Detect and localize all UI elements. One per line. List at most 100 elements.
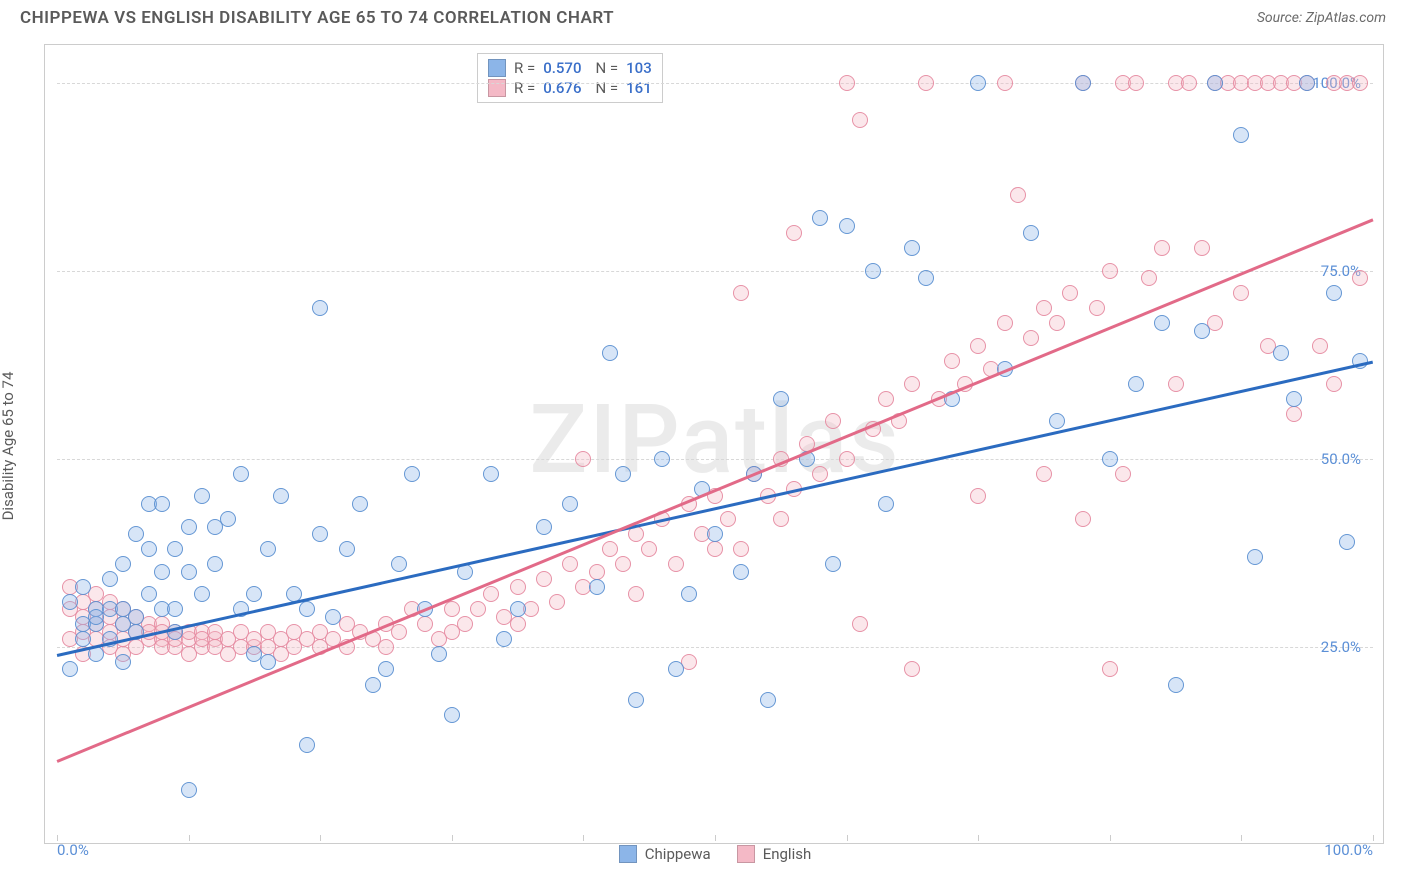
scatter-point [720, 511, 736, 527]
scatter-point [773, 511, 789, 527]
scatter-point [128, 609, 144, 625]
scatter-point [918, 75, 934, 91]
y-tick-label: 50.0% [1321, 450, 1361, 468]
scatter-point [325, 609, 341, 625]
legend-swatch-english [737, 845, 755, 863]
scatter-point [668, 661, 684, 677]
scatter-point [536, 571, 552, 587]
scatter-point [1049, 413, 1065, 429]
scatter-point [812, 210, 828, 226]
scatter-point [431, 646, 447, 662]
scatter-point [1168, 376, 1184, 392]
scatter-point [1286, 406, 1302, 422]
scatter-point [970, 488, 986, 504]
y-axis-label: Disability Age 65 to 74 [0, 372, 17, 521]
scatter-point [852, 616, 868, 632]
scatter-point [378, 661, 394, 677]
scatter-point [602, 345, 618, 361]
x-tick-label: 0.0% [57, 841, 89, 859]
scatter-point [825, 413, 841, 429]
chart-title: CHIPPEWA VS ENGLISH DISABILITY AGE 65 TO… [20, 8, 614, 28]
scatter-point [589, 579, 605, 595]
scatter-point [312, 300, 328, 316]
scatter-point [1023, 330, 1039, 346]
scatter-point [773, 391, 789, 407]
scatter-point [483, 586, 499, 602]
scatter-point [944, 353, 960, 369]
scatter-point [141, 541, 157, 557]
scatter-point [167, 601, 183, 617]
scatter-point [1075, 75, 1091, 91]
scatter-point [404, 466, 420, 482]
scatter-point [378, 639, 394, 655]
plot-area: ZIPatlas R = 0.570 N = 103 R = 0.676 N =… [57, 45, 1373, 835]
x-tick [1241, 835, 1242, 841]
legend-swatch-chippewa [488, 59, 506, 77]
x-tick [978, 835, 979, 841]
scatter-point [733, 541, 749, 557]
x-tick [189, 835, 190, 841]
scatter-point [1352, 75, 1368, 91]
scatter-point [75, 631, 91, 647]
scatter-point [878, 391, 894, 407]
scatter-point [167, 541, 183, 557]
scatter-point [825, 556, 841, 572]
scatter-point [207, 556, 223, 572]
trend-line [57, 361, 1374, 657]
scatter-point [733, 564, 749, 580]
scatter-point [549, 594, 565, 610]
scatter-point [1181, 75, 1197, 91]
x-tick [320, 835, 321, 841]
legend-stats-row: R = 0.676 N = 161 [488, 78, 652, 98]
scatter-point [181, 782, 197, 798]
scatter-point [299, 737, 315, 753]
scatter-point [391, 624, 407, 640]
scatter-point [352, 496, 368, 512]
scatter-point [918, 270, 934, 286]
header: CHIPPEWA VS ENGLISH DISABILITY AGE 65 TO… [0, 0, 1406, 32]
scatter-point [1075, 511, 1091, 527]
scatter-point [1339, 534, 1355, 550]
scatter-point [1247, 549, 1263, 565]
scatter-point [246, 586, 262, 602]
scatter-point [220, 511, 236, 527]
scatter-point [1168, 677, 1184, 693]
scatter-point [970, 75, 986, 91]
legend-stats-row: R = 0.570 N = 103 [488, 58, 652, 78]
scatter-point [589, 564, 605, 580]
scatter-point [575, 451, 591, 467]
scatter-point [260, 654, 276, 670]
scatter-point [1326, 285, 1342, 301]
scatter-point [1233, 285, 1249, 301]
scatter-point [339, 541, 355, 557]
legend-stats: R = 0.570 N = 103 R = 0.676 N = 161 [477, 53, 663, 103]
scatter-point [1062, 285, 1078, 301]
scatter-point [786, 225, 802, 241]
scatter-point [681, 586, 697, 602]
legend-label: English [763, 845, 812, 863]
scatter-point [1207, 75, 1223, 91]
legend-item-english: English [737, 845, 812, 863]
scatter-point [194, 586, 210, 602]
scatter-point [641, 541, 657, 557]
scatter-point [1299, 75, 1315, 91]
legend-n-value: 103 [626, 59, 652, 77]
scatter-point [260, 541, 276, 557]
scatter-point [1010, 187, 1026, 203]
scatter-point [444, 707, 460, 723]
legend-item-chippewa: Chippewa [619, 845, 711, 863]
scatter-point [1154, 240, 1170, 256]
scatter-point [615, 556, 631, 572]
scatter-point [1128, 376, 1144, 392]
scatter-point [904, 661, 920, 677]
scatter-point [62, 661, 78, 677]
scatter-point [181, 519, 197, 535]
scatter-point [865, 263, 881, 279]
x-tick [715, 835, 716, 841]
scatter-point [536, 519, 552, 535]
scatter-point [1194, 323, 1210, 339]
scatter-point [628, 586, 644, 602]
scatter-point [1128, 75, 1144, 91]
scatter-point [1049, 315, 1065, 331]
gridline [57, 459, 1373, 460]
